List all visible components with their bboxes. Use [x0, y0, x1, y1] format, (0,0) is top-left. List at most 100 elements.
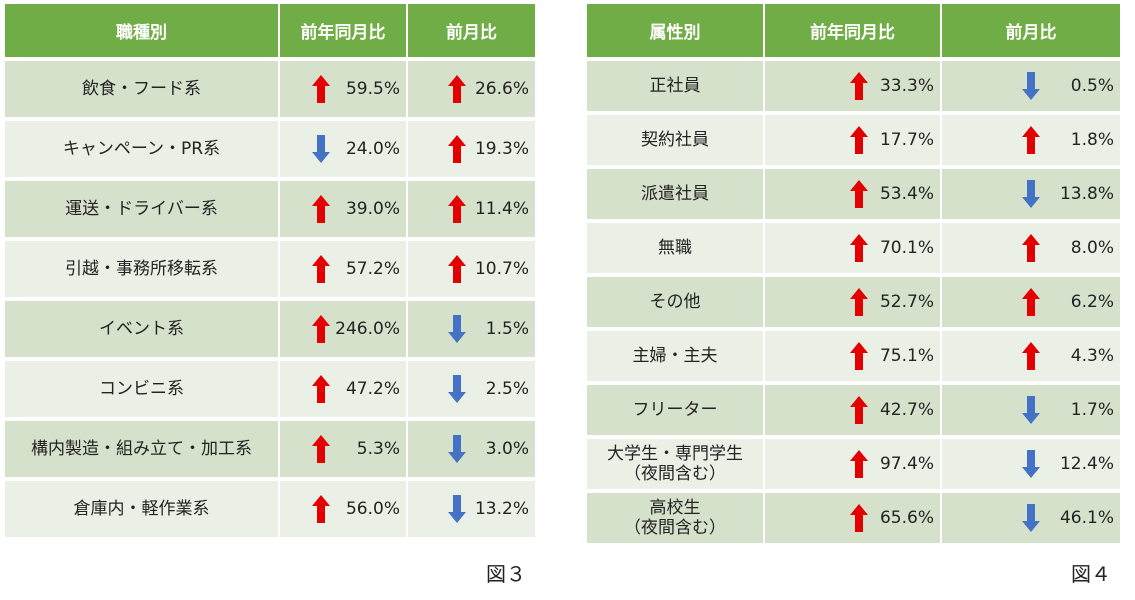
table-row: 無職 70.1% 8.0%: [587, 219, 1120, 273]
yoy-value: 33.3%: [879, 76, 934, 96]
mom-value: 6.2%: [1070, 292, 1114, 312]
mom-value: 1.8%: [1070, 130, 1114, 150]
mom-cell: 8.0%: [942, 219, 1120, 273]
yoy-cell: 33.3%: [765, 57, 942, 111]
row-label: 高校生 （夜間含む）: [587, 489, 765, 543]
arrow-up-icon: [448, 75, 466, 103]
arrow-up-icon: [850, 234, 868, 262]
yoy-value: 97.4%: [879, 454, 934, 474]
arrow-up-icon: [312, 375, 330, 403]
row-label-text: 大学生・専門学生 （夜間含む）: [607, 444, 743, 484]
mom-value: 11.4%: [474, 199, 529, 219]
arrow-down-icon: [1022, 504, 1040, 532]
yoy-value: 246.0%: [335, 319, 400, 339]
table-row: コンビニ系 47.2% 2.5%: [5, 357, 535, 417]
yoy-value: 42.7%: [879, 400, 934, 420]
arrow-up-icon: [850, 180, 868, 208]
attribute-table: 属性別 前年同月比 前月比 正社員 33.3% 0.5% 契約社員 17.7% 1.8% 派…: [587, 4, 1120, 543]
mom-cell: 1.7%: [942, 381, 1120, 435]
arrow-up-icon: [312, 195, 330, 223]
occupation-table: 職種別 前年同月比 前月比 飲食・フード系 59.5% 26.6% キャンペーン・PR…: [5, 4, 535, 537]
arrow-up-icon: [850, 72, 868, 100]
mom-value: 3.0%: [485, 439, 529, 459]
arrow-up-icon: [312, 75, 330, 103]
header-mom: 前月比: [408, 4, 535, 57]
arrow-up-icon: [850, 450, 868, 478]
header-category: 属性別: [587, 4, 765, 57]
mom-value: 1.7%: [1070, 400, 1114, 420]
table-row: 構内製造・組み立て・加工系 5.3% 3.0%: [5, 417, 535, 477]
row-label-text: キャンペーン・PR系: [62, 139, 221, 159]
arrow-up-icon: [1022, 126, 1040, 154]
yoy-value: 53.4%: [879, 184, 934, 204]
yoy-cell: 97.4%: [765, 435, 942, 489]
yoy-value: 47.2%: [345, 379, 400, 399]
row-label: 構内製造・組み立て・加工系: [5, 417, 280, 477]
mom-value: 0.5%: [1070, 76, 1114, 96]
yoy-cell: 246.0%: [280, 297, 408, 357]
yoy-cell: 75.1%: [765, 327, 942, 381]
mom-cell: 13.8%: [942, 165, 1120, 219]
yoy-value: 17.7%: [879, 130, 934, 150]
row-label: 引越・事務所移転系: [5, 237, 280, 297]
row-label-text: 飲食・フード系: [82, 79, 201, 99]
mom-cell: 11.4%: [408, 177, 535, 237]
mom-value: 1.5%: [485, 319, 529, 339]
row-label: 飲食・フード系: [5, 57, 280, 117]
mom-value: 13.2%: [474, 499, 529, 519]
arrow-up-icon: [1022, 234, 1040, 262]
yoy-value: 56.0%: [345, 499, 400, 519]
table-row: 大学生・専門学生 （夜間含む） 97.4% 12.4%: [587, 435, 1120, 489]
yoy-cell: 42.7%: [765, 381, 942, 435]
row-label: 契約社員: [587, 111, 765, 165]
mom-value: 4.3%: [1070, 346, 1114, 366]
mom-value: 2.5%: [485, 379, 529, 399]
yoy-value: 5.3%: [356, 439, 400, 459]
arrow-down-icon: [1022, 180, 1040, 208]
row-label-text: イベント系: [99, 319, 184, 339]
arrow-up-icon: [850, 342, 868, 370]
table-row: 派遣社員 53.4% 13.8%: [587, 165, 1120, 219]
yoy-value: 24.0%: [345, 139, 400, 159]
table-row: 契約社員 17.7% 1.8%: [587, 111, 1120, 165]
yoy-value: 39.0%: [345, 199, 400, 219]
table-row: 倉庫内・軽作業系 56.0% 13.2%: [5, 477, 535, 537]
arrow-up-icon: [1022, 288, 1040, 316]
row-label: 無職: [587, 219, 765, 273]
arrow-down-icon: [1022, 450, 1040, 478]
mom-cell: 6.2%: [942, 273, 1120, 327]
yoy-value: 75.1%: [879, 346, 934, 366]
yoy-cell: 56.0%: [280, 477, 408, 537]
arrow-up-icon: [448, 135, 466, 163]
table-row: フリーター 42.7% 1.7%: [587, 381, 1120, 435]
mom-cell: 3.0%: [408, 417, 535, 477]
row-label-text: 引越・事務所移転系: [65, 259, 218, 279]
yoy-cell: 57.2%: [280, 237, 408, 297]
row-label-text: 無職: [658, 238, 692, 258]
row-label-text: 運送・ドライバー系: [65, 199, 218, 219]
yoy-value: 65.6%: [879, 508, 934, 528]
mom-cell: 13.2%: [408, 477, 535, 537]
table-row: キャンペーン・PR系 24.0% 19.3%: [5, 117, 535, 177]
figure-caption-3: 図３: [486, 562, 526, 586]
row-label: 主婦・主夫: [587, 327, 765, 381]
row-label-text: コンビニ系: [99, 379, 184, 399]
row-label-text: その他: [649, 292, 701, 312]
row-label-text: 正社員: [649, 76, 701, 96]
header-yoy: 前年同月比: [765, 4, 942, 57]
row-label: コンビニ系: [5, 357, 280, 417]
row-label: その他: [587, 273, 765, 327]
yoy-cell: 52.7%: [765, 273, 942, 327]
row-label-text: 契約社員: [641, 130, 709, 150]
row-label: 正社員: [587, 57, 765, 111]
mom-cell: 10.7%: [408, 237, 535, 297]
mom-cell: 26.6%: [408, 57, 535, 117]
table-row: 主婦・主夫 75.1% 4.3%: [587, 327, 1120, 381]
arrow-down-icon: [1022, 396, 1040, 424]
arrow-down-icon: [312, 135, 330, 163]
yoy-cell: 5.3%: [280, 417, 408, 477]
mom-cell: 19.3%: [408, 117, 535, 177]
mom-cell: 46.1%: [942, 489, 1120, 543]
mom-cell: 1.5%: [408, 297, 535, 357]
header-category: 職種別: [5, 4, 280, 57]
